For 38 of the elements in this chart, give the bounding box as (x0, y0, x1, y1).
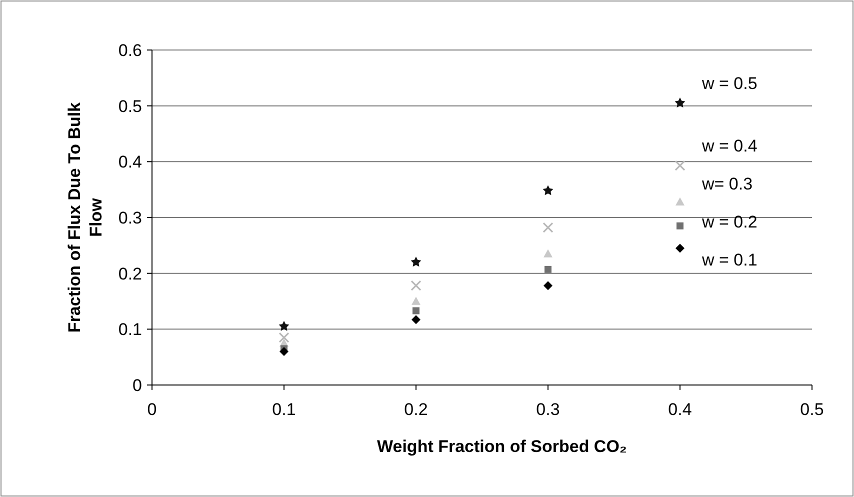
series-label: w= 0.3 (701, 174, 753, 194)
point (676, 244, 684, 253)
x-tick-label: 0.2 (404, 400, 428, 419)
point (542, 185, 554, 196)
y-tick-label: 0.3 (118, 208, 142, 228)
point (544, 281, 552, 290)
point (412, 315, 420, 324)
x-tick-label: 0.5 (800, 400, 824, 419)
point (544, 266, 552, 273)
series-label: w = 0.2 (701, 212, 758, 232)
y-tick-label: 0.1 (118, 320, 142, 340)
y-tick-label: 0 (132, 376, 142, 395)
point (676, 197, 684, 206)
y-tick-label: 0.2 (118, 264, 142, 284)
point (412, 307, 420, 314)
point (542, 222, 554, 233)
x-tick-label: 0.1 (272, 400, 296, 419)
y-tick-label: 0.5 (118, 96, 142, 116)
point (280, 347, 288, 356)
y-axis-title: Fraction of Flux Due To Bulk Flow (65, 102, 106, 333)
series-label: w = 0.5 (701, 74, 758, 93)
y-tick-label: 0.4 (118, 152, 142, 172)
point (544, 249, 552, 258)
series-label: w = 0.1 (701, 250, 758, 270)
x-tick-label: 0.4 (668, 400, 692, 419)
y-tick-label: 0.6 (118, 40, 142, 60)
point (278, 332, 290, 343)
point (676, 222, 684, 230)
point (278, 320, 290, 331)
point (410, 280, 422, 291)
series-label: w = 0.4 (701, 136, 758, 156)
point (674, 160, 686, 171)
point (410, 256, 422, 267)
point (412, 296, 420, 305)
x-tick-label: 0.3 (536, 400, 560, 419)
x-tick-label: 0 (147, 400, 157, 419)
x-axis-title: Weight Fraction of Sorbed CO₂ (377, 437, 627, 456)
point (674, 98, 686, 108)
